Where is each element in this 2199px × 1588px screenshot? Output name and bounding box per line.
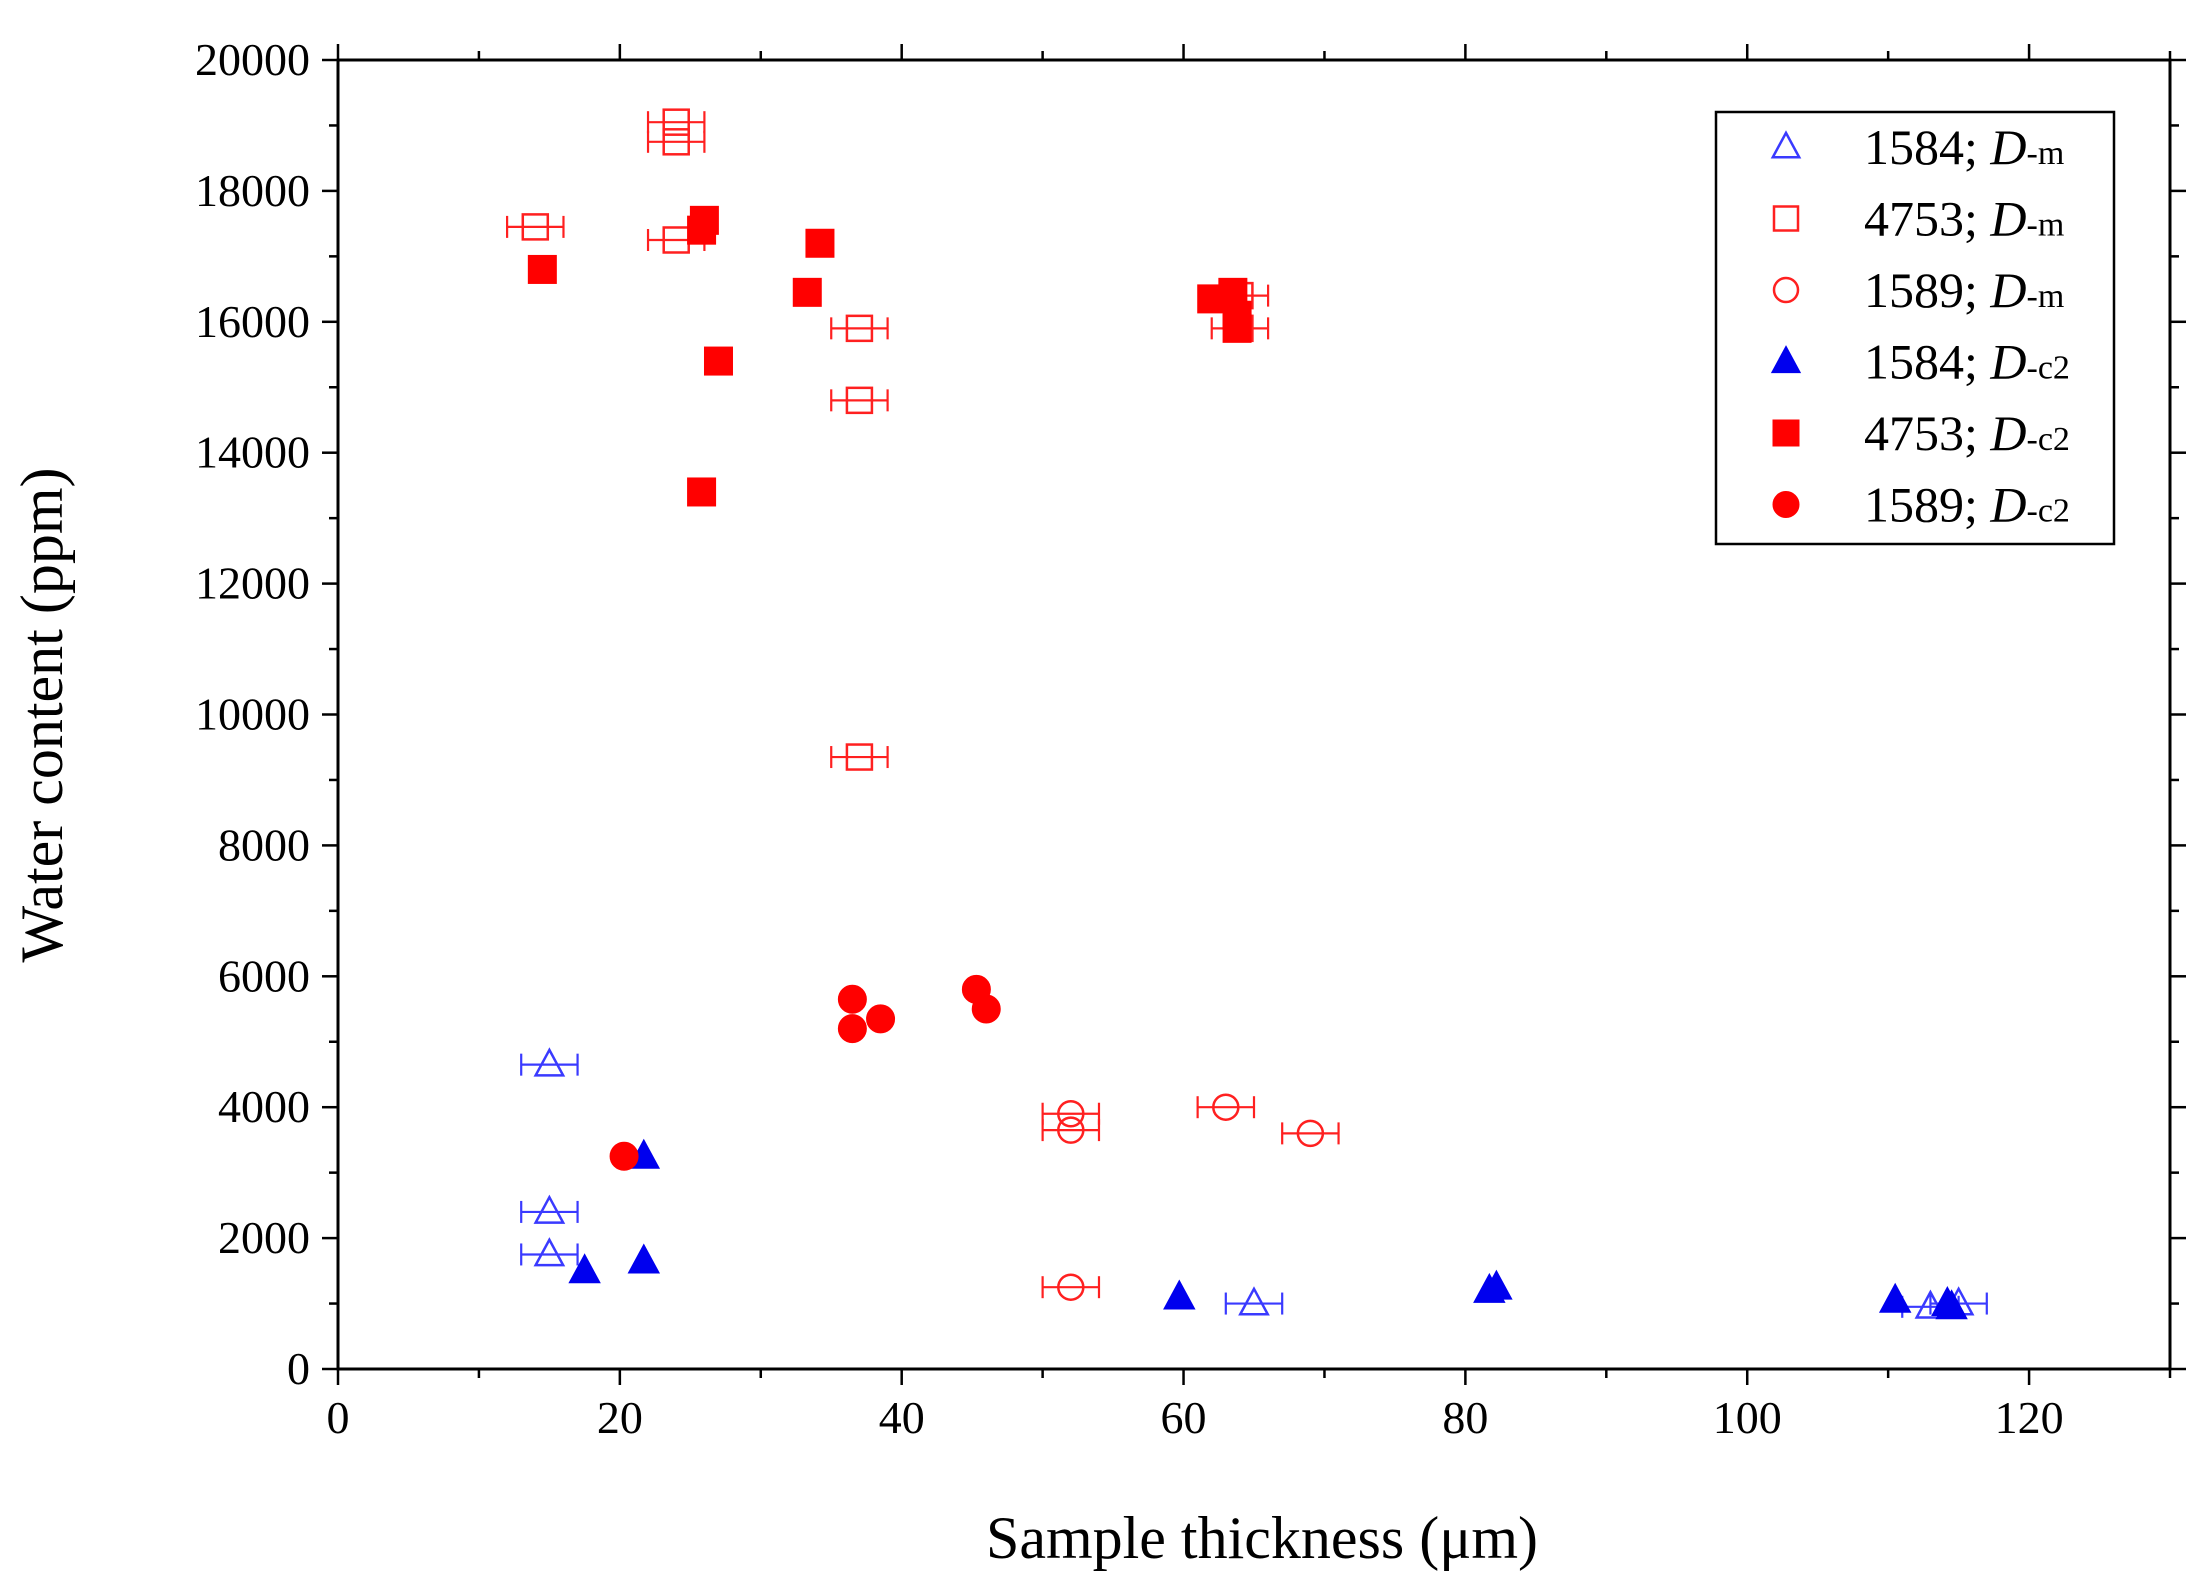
series-5 <box>609 974 1001 1171</box>
data-point <box>533 1237 566 1267</box>
y-tick-label: 14000 <box>195 427 310 478</box>
data-point <box>687 215 717 245</box>
x-axis-label: Sample thickness (μm) <box>986 1505 1538 1571</box>
legend-label-subscript: -c2 <box>2027 493 2070 530</box>
data-point <box>1057 1273 1085 1301</box>
legend-label-symbol: D <box>1989 262 2026 318</box>
x-tick-label: 0 <box>327 1392 350 1443</box>
data-point <box>627 1243 661 1274</box>
legend-label: 1589; D-m <box>1864 262 2064 318</box>
data-point <box>609 1141 639 1171</box>
legend-label-symbol: D <box>1989 334 2026 390</box>
data-point <box>662 128 690 156</box>
x-tick-label: 60 <box>1161 1392 1207 1443</box>
legend-label-subscript: -c2 <box>2027 421 2070 458</box>
series-2 <box>1041 1093 1340 1301</box>
data-point <box>687 477 717 507</box>
legend-label: 1584; D-m <box>1864 119 2064 175</box>
data-point <box>1878 1282 1912 1313</box>
data-point <box>1057 1116 1085 1144</box>
data-point <box>1057 1099 1085 1128</box>
data-point <box>533 1194 566 1224</box>
legend-label-symbol: D <box>1989 477 2026 533</box>
legend-label-number: 1584; <box>1864 334 1990 390</box>
y-tick-label: 16000 <box>195 296 310 347</box>
x-tick-label: 80 <box>1442 1392 1488 1443</box>
legend-label-symbol: D <box>1989 191 2026 247</box>
data-point <box>837 1014 867 1044</box>
data-point <box>845 743 874 771</box>
data-point <box>1296 1119 1325 1148</box>
series-3 <box>568 1138 1968 1320</box>
data-point <box>845 314 874 343</box>
y-axis-label: Water content (ppm) <box>9 468 75 963</box>
legend-label-subscript: -m <box>2027 207 2065 244</box>
x-tick-label: 20 <box>597 1392 643 1443</box>
data-point <box>1163 1279 1196 1310</box>
y-tick-label: 18000 <box>195 165 310 216</box>
legend-label-number: 4753; <box>1864 405 1990 461</box>
y-tick-label: 6000 <box>218 950 310 1001</box>
y-tick-label: 20000 <box>195 34 310 85</box>
legend-label-subscript: -m <box>2027 278 2065 315</box>
legend-label-symbol: D <box>1989 119 2026 175</box>
data-point <box>792 277 822 307</box>
x-tick-label: 100 <box>1713 1392 1782 1443</box>
data-point <box>568 1253 601 1284</box>
data-point <box>866 1004 896 1034</box>
legend-marker <box>1772 205 1800 232</box>
legend-marker <box>1770 130 1802 159</box>
points-group <box>506 108 1988 1320</box>
ticks-group: 0 20 40 60 80 100 120 0 2000 4000 6000 8000 10000 120… <box>195 34 2186 1443</box>
series-4 <box>527 205 1252 507</box>
data-point <box>1935 1289 1968 1320</box>
legend-box <box>1714 110 2116 546</box>
legend-label-number: 4753; <box>1864 191 1990 247</box>
data-point <box>1238 1286 1270 1316</box>
legend-label-symbol: D <box>1989 405 2026 461</box>
data-point <box>1212 1093 1240 1121</box>
data-point <box>805 228 835 258</box>
y-tick-label: 10000 <box>195 689 310 740</box>
data-point <box>662 108 690 136</box>
legend-label-number: 1584; <box>1864 119 1990 175</box>
legend-label: 4753; D-m <box>1864 191 2064 247</box>
legend-marker <box>1770 345 1802 374</box>
series-0 <box>520 1047 1988 1319</box>
x-tick-label: 40 <box>879 1392 925 1443</box>
legend-marker <box>1772 419 1800 447</box>
data-point <box>533 1047 566 1077</box>
data-point <box>521 213 550 241</box>
y-tick-label: 8000 <box>218 819 310 870</box>
y-tick-label: 0 <box>287 1343 310 1394</box>
legend-marker <box>1772 276 1800 304</box>
legend-label: 4753; D-c2 <box>1864 405 2070 461</box>
data-point <box>527 254 557 284</box>
data-point <box>971 994 1001 1024</box>
legend-label: 1584; D-c2 <box>1864 334 2070 390</box>
y-tick-label: 12000 <box>195 558 310 609</box>
y-tick-label: 2000 <box>218 1212 310 1263</box>
data-point <box>837 984 867 1014</box>
legend-label-subscript: -c2 <box>2027 350 2070 387</box>
legend-label-number: 1589; <box>1864 477 1990 533</box>
x-tick-label: 120 <box>1995 1392 2064 1443</box>
y-tick-label: 4000 <box>218 1081 310 1132</box>
legend-marker <box>1772 491 1800 518</box>
data-point <box>1480 1269 1513 1300</box>
data-point <box>845 386 874 415</box>
data-point <box>703 346 733 376</box>
legend-label-subscript: -m <box>2027 135 2065 172</box>
legend-label-number: 1589; <box>1864 262 1990 318</box>
data-point <box>1222 313 1252 343</box>
series-1 <box>506 108 1270 771</box>
legend-label: 1589; D-c2 <box>1864 477 2070 533</box>
